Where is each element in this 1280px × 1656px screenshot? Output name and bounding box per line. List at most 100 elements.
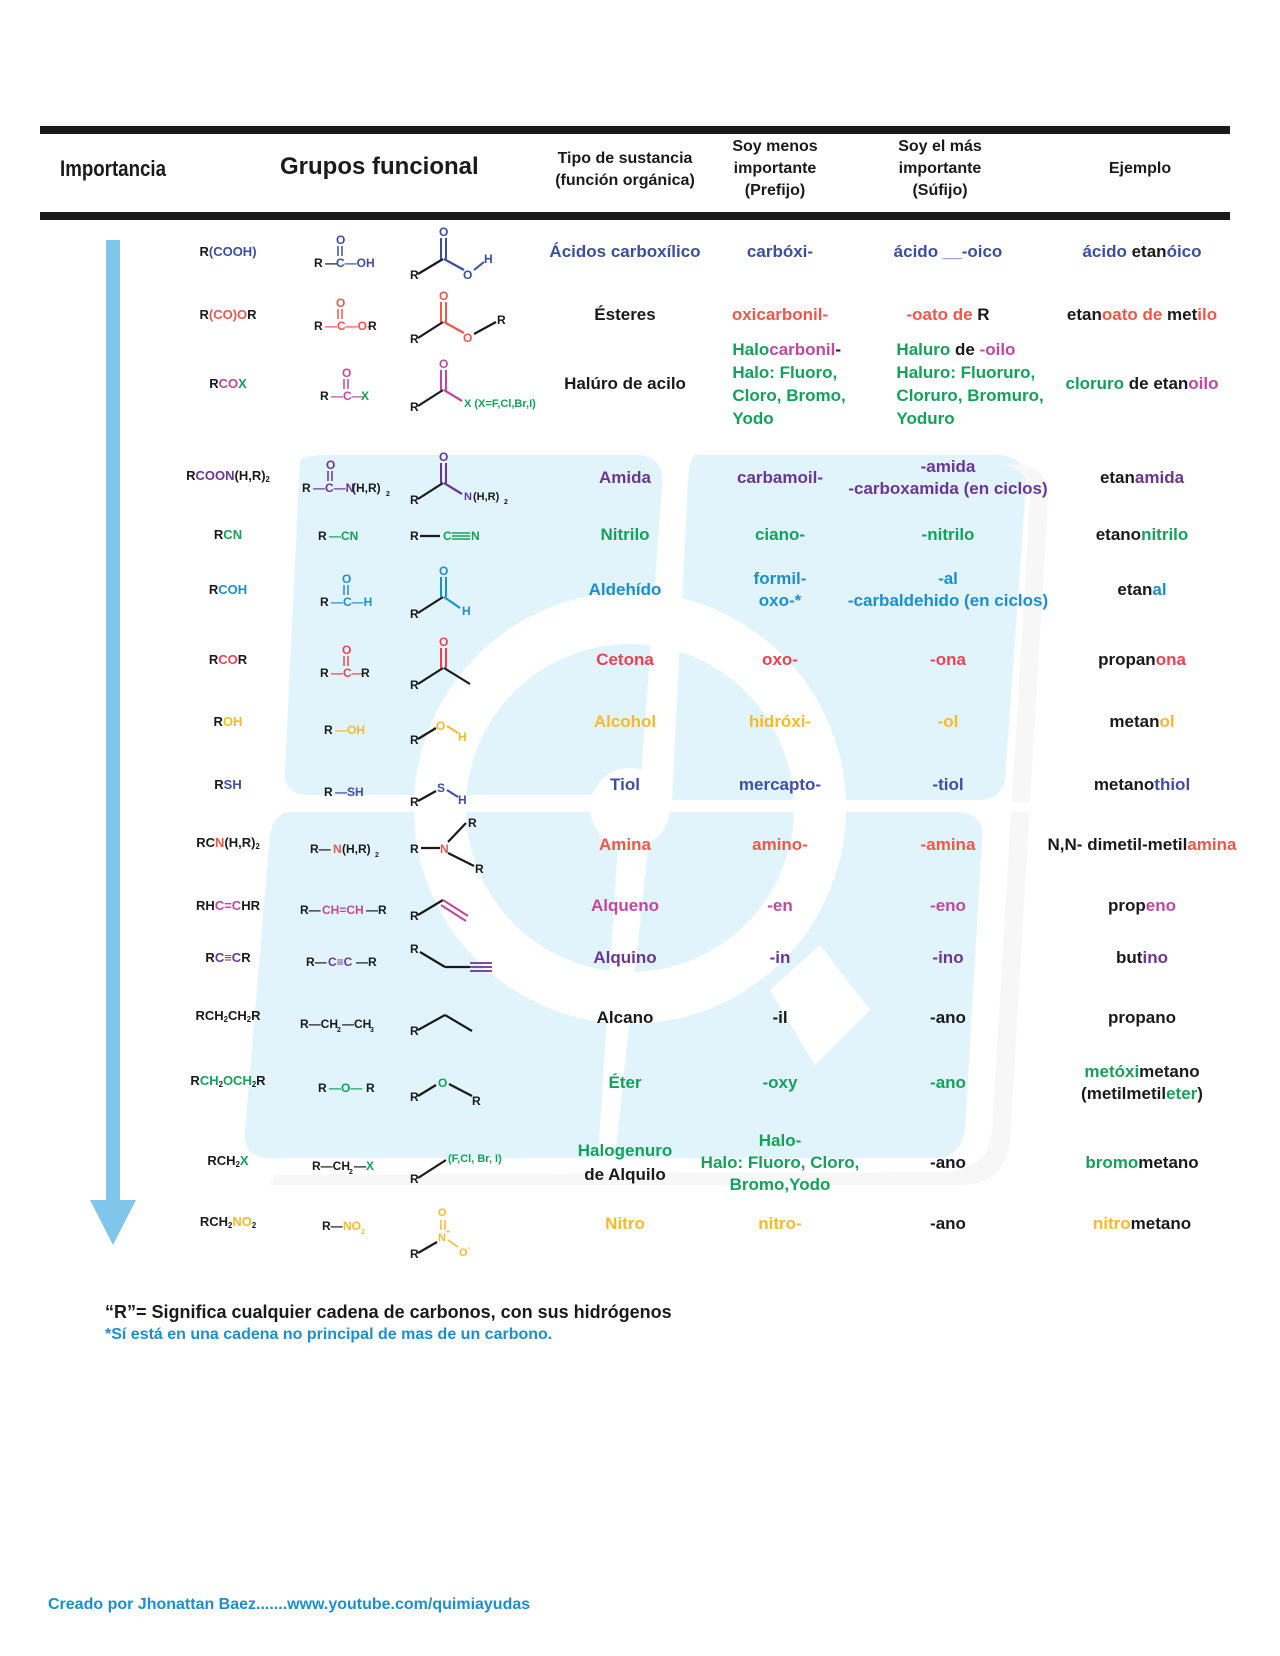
text-fragment: metano	[1093, 775, 1155, 794]
subscript: 2	[223, 1014, 228, 1024]
substance-type: Tiol	[610, 775, 640, 794]
text-fragment: ona	[1155, 650, 1186, 669]
text-fragment: )	[1197, 1084, 1203, 1103]
prefix: -in	[769, 948, 791, 967]
text-fragment: (COOH)	[208, 244, 257, 259]
suffix: Haluro de -oilo Haluro: Fluoruro, Cloruro,…	[896, 338, 1043, 430]
text-fragment: R	[205, 950, 215, 965]
text-fragment: R	[213, 527, 224, 542]
text-fragment: metano	[1130, 1214, 1192, 1233]
substance-type: Nitro	[605, 1214, 645, 1233]
text-fragment: COH	[218, 582, 248, 597]
author-credit-link[interactable]: Creado por Jhonattan Baez.......www.yout…	[48, 1596, 531, 1613]
header-suffix: Soy el más importante (Súfijo)	[870, 136, 1010, 202]
suffix: ácido __-oico	[893, 242, 1003, 261]
text-fragment: RCH	[195, 1008, 224, 1024]
text-fragment: etan	[1066, 305, 1102, 324]
text-fragment: metóxi	[1084, 1062, 1140, 1081]
text-fragment: oilo	[1188, 374, 1219, 393]
text-fragment: de Alquilo	[584, 1165, 666, 1184]
text-fragment: metano	[1138, 1153, 1199, 1172]
text-fragment: nitrilo	[1141, 525, 1189, 544]
text-fragment: N,N- dimetil-metil	[1047, 835, 1188, 854]
prefix: oxicarbonil-	[731, 305, 829, 324]
text-fragment: RCH	[199, 1214, 228, 1230]
text-fragment: bromo	[1085, 1153, 1139, 1172]
example: etanamida	[1100, 467, 1184, 489]
condensed-formula: RCOX	[209, 373, 247, 395]
text-fragment: (H,R)	[234, 468, 266, 484]
text-fragment: cloruro	[1065, 374, 1125, 393]
text-fragment: -	[835, 340, 842, 359]
text-fragment: (H,R)	[224, 835, 256, 851]
subscript: 2	[251, 1220, 257, 1230]
condensed-formula: R(COOH)	[199, 241, 256, 263]
text-fragment: eno	[1145, 896, 1177, 915]
text-fragment: met	[1167, 305, 1198, 324]
condensed-formula: RCH2NO2	[200, 1211, 256, 1237]
text-fragment: R	[199, 244, 209, 259]
example: cloruro de etanoilo	[1065, 373, 1218, 395]
text-fragment: R	[256, 1073, 266, 1089]
text-fragment: COON	[195, 468, 235, 484]
text-fragment: etan	[1117, 580, 1153, 599]
header-suffix-line3: (Súfijo)	[912, 182, 968, 199]
suffix: -eno	[930, 896, 966, 915]
text-fragment: X	[239, 1153, 249, 1169]
text-fragment: R	[241, 950, 251, 965]
header-type-line1: Tipo de sustancia	[557, 150, 693, 167]
text-fragment: RCH	[207, 1153, 236, 1169]
text-fragment: prop	[1107, 896, 1146, 915]
text-fragment: Cloro, Bromo,	[732, 386, 846, 405]
suffix: -ol	[937, 712, 959, 731]
condensed-formula: RCH2OCH2R	[190, 1070, 265, 1096]
example: nitrometano	[1093, 1213, 1191, 1235]
example: propeno	[1108, 895, 1176, 917]
suffix: -ano	[930, 1153, 966, 1172]
header-suffix-line1: Soy el más	[898, 138, 982, 155]
text-fragment: Haluro	[896, 340, 951, 359]
text-fragment: RC	[196, 835, 215, 851]
text-fragment: R	[209, 376, 219, 391]
suffix: -al -carbaldehido (en ciclos)	[847, 569, 1049, 610]
example: etanoato de metilo	[1067, 304, 1217, 326]
substance-type: Nitrilo	[600, 525, 650, 544]
header-example: Ejemplo	[1108, 160, 1172, 177]
text-fragment: R	[208, 582, 219, 597]
text-fragment: R	[237, 652, 248, 667]
r-definition-note: “R”= Significa cualquier cadena de carbo…	[105, 1302, 672, 1322]
header-type: Tipo de sustancia (función orgánica)	[545, 148, 705, 192]
text-fragment: OH	[222, 714, 243, 729]
suffix: -tiol	[932, 775, 964, 794]
text-fragment: N	[215, 835, 225, 851]
suffix: -oato de R	[906, 304, 989, 326]
text-fragment: nitro	[1092, 1214, 1131, 1233]
text-fragment: R	[214, 777, 224, 792]
text-fragment: OCH	[222, 1073, 252, 1089]
header-suffix-line2: importante	[898, 160, 982, 177]
text-fragment: oato de	[1101, 305, 1168, 324]
substance-type: Ésteres	[594, 305, 656, 324]
text-fragment: -oato de	[906, 305, 978, 324]
text-fragment: ino	[1142, 948, 1168, 967]
subscript: 2	[235, 1159, 240, 1169]
text-fragment: CH	[199, 1073, 219, 1089]
importance-arrow-icon	[90, 240, 136, 1245]
text-fragment: ácido	[1082, 242, 1132, 261]
suffix: -ino	[932, 948, 964, 967]
prefix: formil-oxo-*	[753, 569, 807, 610]
prefix: -oxy	[762, 1073, 798, 1092]
text-fragment: C≡C	[214, 950, 242, 965]
text-fragment: metan	[1109, 712, 1160, 731]
text-fragment: R	[199, 307, 209, 322]
text-fragment: CO	[218, 376, 239, 391]
condensed-formula: ROH	[214, 711, 243, 733]
prefix: oxo-	[762, 650, 798, 669]
prefix: amino-	[752, 835, 808, 854]
prefix: ciano-	[754, 525, 806, 544]
condensed-formula: RC≡CR	[205, 947, 250, 969]
example: N,N- dimetil-metilamina	[1048, 834, 1237, 856]
example: ácido etanóico	[1082, 241, 1201, 263]
condensed-formula: RCN(H,R)2	[196, 832, 260, 858]
text-fragment: R	[247, 307, 257, 322]
